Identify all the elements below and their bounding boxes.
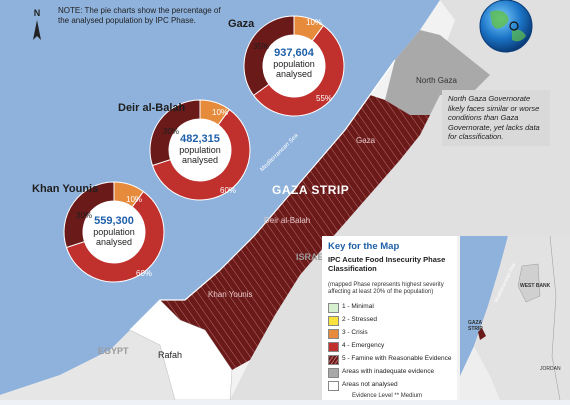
egypt-label: EGYPT <box>98 346 129 356</box>
khan-place-label: Khan Younis <box>208 290 253 299</box>
legend-swatch <box>328 316 339 326</box>
deir-place-label: Deir al-Balah <box>264 216 311 225</box>
legend-item-label: 3 - Crisis <box>342 329 368 336</box>
rafah-place-label: Rafah <box>158 350 183 360</box>
legend-item-label: 2 - Stressed <box>342 316 378 323</box>
khan-population: 559,300 <box>94 215 134 227</box>
legend-swatch <box>328 303 339 313</box>
rafah-area <box>129 299 233 400</box>
legend-note: (mapped Phase represents highest severit… <box>328 282 444 296</box>
pie-hole <box>83 201 145 263</box>
gaza-phase5-pct: 35% <box>253 42 270 51</box>
inset-jordan-label: JORDAN <box>540 366 561 372</box>
legend-swatch <box>328 329 339 339</box>
pie-title-gaza: Gaza <box>228 18 255 30</box>
deir-population-caption: population analysed <box>179 145 221 165</box>
globe-icon <box>479 0 533 53</box>
inset-west-bank-label: WEST BANK <box>520 283 551 289</box>
legend-swatch <box>328 342 339 352</box>
north-gaza-label: North Gaza <box>416 76 457 85</box>
legend-item-label: Areas with inadequate evidence <box>342 368 435 375</box>
pie-note: NOTE: The pie charts show the percentage… <box>58 6 221 25</box>
legend-subtitle: IPC Acute Food Insecurity Phase Classifi… <box>328 255 446 273</box>
khan-pie-center: 559,300 population analysed <box>84 215 144 248</box>
pie-charts <box>63 15 345 283</box>
gaza-population-caption: population analysed <box>273 59 315 79</box>
pie-hole <box>263 35 325 97</box>
israel-label: ISRAEL <box>296 252 330 262</box>
inset-gaza-strip-label: GAZA STRIP <box>468 320 483 332</box>
gaza-population: 937,604 <box>274 47 314 59</box>
gaza-phase4-pct: 55% <box>316 94 333 103</box>
legend-item-label: 5 - Famine with Reasonable Evidence <box>342 355 452 362</box>
gaza-strip-famine-area <box>160 95 430 370</box>
gaza-strip-title: GAZA STRIP <box>272 183 350 197</box>
deir-phase4-pct: 60% <box>220 186 237 195</box>
north-gaza-callout: North Gaza Governorate likely faces simi… <box>442 90 550 146</box>
egypt-area <box>0 330 175 400</box>
legend-swatch <box>328 381 339 391</box>
pie-hole <box>169 119 231 181</box>
deir-population: 482,315 <box>180 133 220 145</box>
deir-phase3-pct: 10% <box>212 108 229 117</box>
gaza-pie-center: 937,604 population analysed <box>264 47 324 80</box>
coastline <box>129 59 396 331</box>
legend-item-label: 1 - Minimal <box>342 303 374 310</box>
khan-phase3-pct: 10% <box>126 195 143 204</box>
khan-phase5-pct: 30% <box>76 211 93 220</box>
inset-map: Mediterranean Sea WEST BANK GAZA STRIP J… <box>460 235 570 401</box>
deir-phase5-pct: 30% <box>163 127 180 136</box>
pie-title-khan-younis: Khan Younis <box>32 183 99 195</box>
inset-map-svg <box>460 235 570 401</box>
legend-title: Key for the Map <box>328 241 400 252</box>
legend-item-label: Areas not analysed <box>342 381 398 388</box>
pie-title-deir-al-balah: Deir al-Balah <box>118 102 186 114</box>
gaza-phase3-pct: 10% <box>306 18 323 27</box>
map-legend: Key for the Map IPC Acute Food Insecurit… <box>322 236 457 400</box>
khan-population-caption: population analysed <box>93 227 135 247</box>
gaza-place-label: Gaza <box>356 136 376 145</box>
north-arrow-icon <box>33 20 41 40</box>
legend-swatch <box>328 368 339 378</box>
legend-item-label: 4 - Emergency <box>342 342 385 349</box>
legend-evidence: Evidence Level ** Medium <box>352 393 423 399</box>
legend-swatch <box>328 355 339 365</box>
deir-pie-center: 482,315 population analysed <box>170 133 230 166</box>
khan-phase4-pct: 60% <box>136 269 153 278</box>
north-label: N <box>33 8 41 18</box>
